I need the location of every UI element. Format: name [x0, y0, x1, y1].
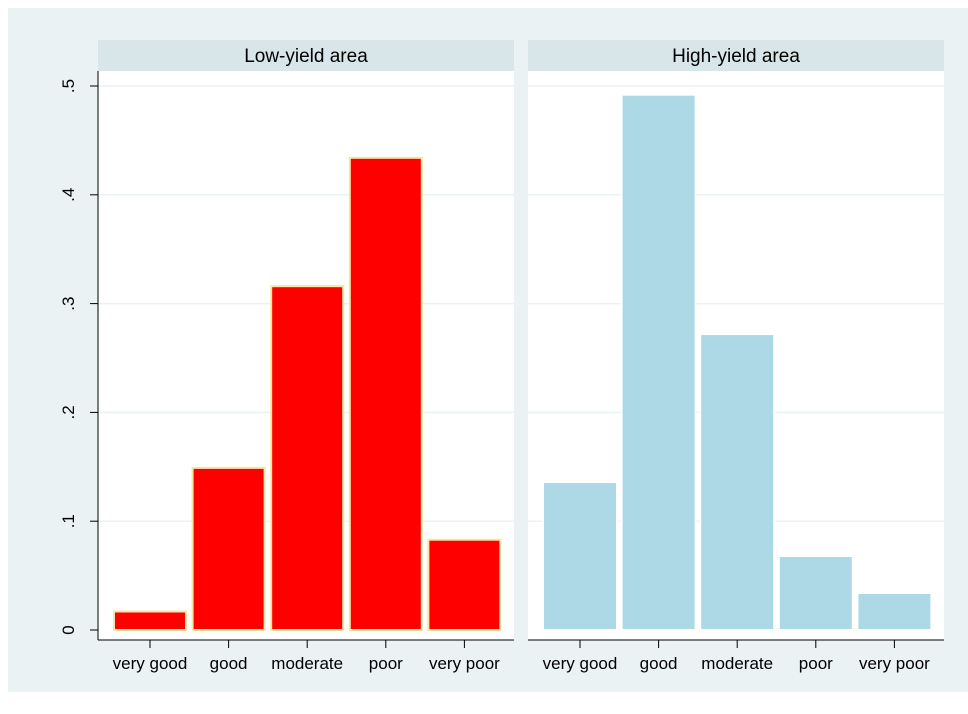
bars	[113, 156, 502, 632]
panel-low-yield: Low-yield area 0 .1 .2 .3 .4 .5 very good good…	[59, 40, 514, 673]
bar-moderate	[270, 285, 345, 631]
x-tick-label: very good	[543, 654, 618, 673]
panel-high-yield: High-yield area very good good moderate poo…	[528, 40, 944, 673]
x-tick-label: poor	[369, 654, 403, 673]
bar-good	[191, 466, 266, 631]
x-tick-label: very poor	[429, 654, 500, 673]
bar-good	[620, 93, 697, 632]
bars	[542, 93, 933, 632]
x-tick-label: poor	[799, 654, 833, 673]
x-tick-label: good	[640, 654, 678, 673]
bar-poor	[348, 156, 423, 631]
x-tick-label: good	[210, 654, 248, 673]
x-axis: very good good moderate poor very poor	[98, 639, 514, 673]
panel-title: High-yield area	[672, 46, 800, 67]
y-tick-label: .5	[59, 79, 78, 93]
y-tick-label: 0	[59, 625, 78, 634]
panel-title-strip	[98, 40, 514, 71]
y-tick-label: .1	[59, 514, 78, 528]
x-tick-label: very good	[113, 654, 188, 673]
panel-title: Low-yield area	[244, 46, 368, 67]
y-axis: 0 .1 .2 .3 .4 .5	[59, 71, 99, 640]
x-tick-label: moderate	[271, 654, 343, 673]
y-tick-label: .3	[59, 297, 78, 311]
x-axis: very good good moderate poor very poor	[528, 639, 944, 673]
y-tick-label: .4	[59, 188, 78, 202]
bar-moderate	[699, 333, 776, 631]
bar-very-poor	[427, 538, 502, 631]
bar-poor	[777, 555, 854, 631]
x-tick-label: moderate	[701, 654, 773, 673]
y-tick-label: .2	[59, 405, 78, 419]
bar-very-good	[113, 610, 187, 632]
bar-very-good	[542, 481, 618, 632]
x-tick-label: very poor	[859, 654, 930, 673]
bar-very-poor	[856, 592, 933, 631]
panel-title-strip	[528, 40, 944, 71]
